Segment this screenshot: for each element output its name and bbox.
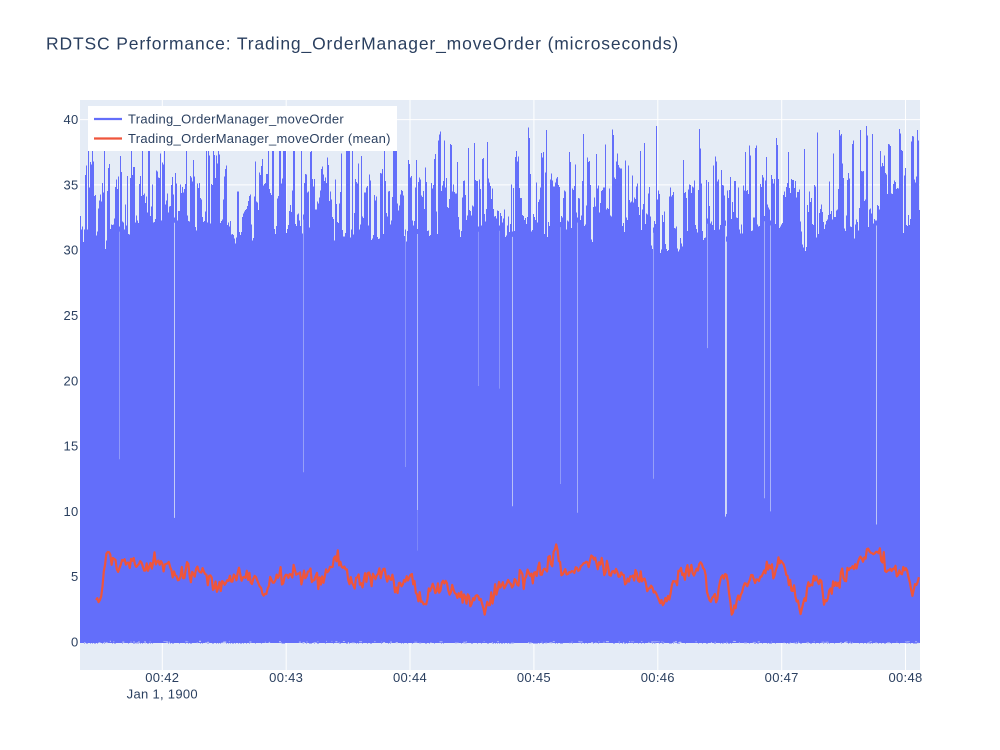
svg-text:00:44: 00:44 [393, 670, 427, 685]
svg-text:00:45: 00:45 [517, 670, 551, 685]
svg-text:5: 5 [71, 569, 79, 584]
svg-text:00:43: 00:43 [269, 670, 303, 685]
svg-text:00:46: 00:46 [641, 670, 675, 685]
svg-text:00:48: 00:48 [888, 670, 922, 685]
svg-text:Jan 1, 1900: Jan 1, 1900 [127, 687, 198, 702]
svg-text:Trading_OrderManager_moveOrder: Trading_OrderManager_moveOrder [128, 112, 344, 127]
svg-text:40: 40 [63, 112, 78, 127]
svg-text:35: 35 [63, 177, 78, 192]
svg-text:0: 0 [71, 635, 79, 650]
svg-text:00:42: 00:42 [145, 670, 179, 685]
svg-text:15: 15 [63, 439, 78, 454]
svg-text:00:47: 00:47 [765, 670, 799, 685]
svg-text:Trading_OrderManager_moveOrder: Trading_OrderManager_moveOrder (mean) [128, 131, 391, 146]
svg-text:RDTSC Performance: Trading_Ord: RDTSC Performance: Trading_OrderManager_… [46, 34, 679, 55]
svg-text:20: 20 [63, 373, 78, 388]
svg-text:10: 10 [63, 504, 78, 519]
svg-text:25: 25 [63, 308, 78, 323]
svg-text:30: 30 [63, 243, 78, 258]
